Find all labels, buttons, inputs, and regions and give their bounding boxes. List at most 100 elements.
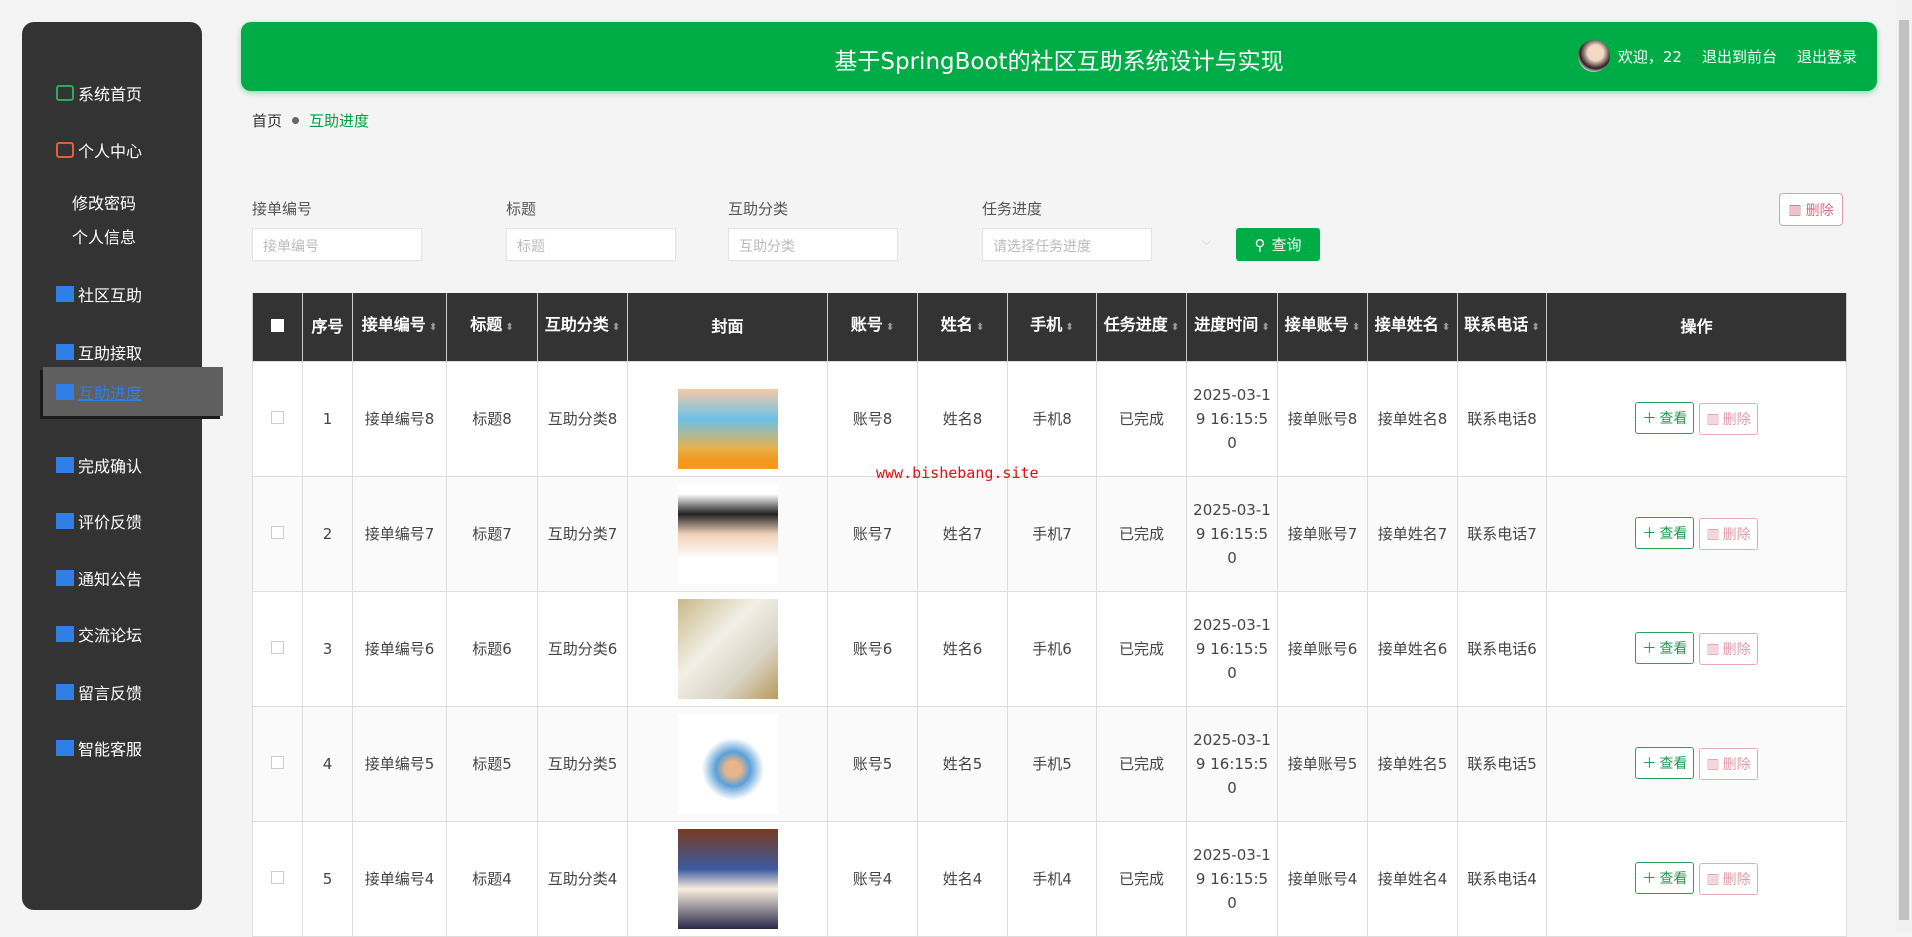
delete-button[interactable]: ▥ 删除 — [1699, 633, 1758, 665]
cell-status: 已完成 — [1096, 590, 1187, 707]
view-button[interactable]: ＋查看 — [1635, 517, 1695, 549]
delete-button[interactable]: ▥ 删除 — [1699, 518, 1758, 550]
column-header[interactable]: 互助分类 ⬍ — [537, 293, 628, 361]
column-header[interactable]: 姓名 ⬍ — [917, 293, 1008, 361]
sidebar-item-4[interactable]: 社区互助 — [56, 279, 142, 309]
sidebar-item-2[interactable]: 修改密码 — [72, 187, 136, 217]
sidebar-item-10[interactable]: 交流论坛 — [56, 619, 142, 649]
wallet-icon — [56, 142, 74, 158]
sort-icon[interactable]: ⬍ — [1351, 322, 1361, 334]
plus-icon: ＋ — [1642, 411, 1657, 427]
sort-icon[interactable]: ⬍ — [505, 322, 514, 334]
logout-link[interactable]: 退出登录 — [1796, 47, 1857, 66]
delete-button[interactable]: ▥ 删除 — [1699, 403, 1758, 435]
select-all-checkbox[interactable] — [252, 293, 303, 361]
progress-select[interactable]: 请选择任务进度 — [982, 228, 1152, 261]
column-header[interactable]: 手机 ⬍ — [1007, 293, 1097, 361]
cell-status: 已完成 — [1096, 475, 1187, 592]
sidebar-item-label: 社区互助 — [78, 286, 143, 305]
grid-icon — [56, 684, 74, 700]
cell-phone: 手机6 — [1007, 590, 1097, 707]
cell-rname: 接单姓名7 — [1367, 475, 1458, 592]
batch-delete-button[interactable]: ▥ 删除 — [1779, 193, 1843, 226]
sort-icon[interactable]: ⬍ — [1170, 322, 1180, 334]
cell-name: 姓名7 — [917, 475, 1008, 592]
cell-tel: 联系电话4 — [1457, 820, 1547, 937]
scrollbar-thumb[interactable] — [1899, 20, 1909, 920]
avatar[interactable] — [1577, 40, 1610, 72]
sidebar-item-11[interactable]: 留言反馈 — [56, 677, 142, 707]
cell-title: 标题7 — [446, 475, 538, 592]
category-input[interactable]: 互助分类 — [728, 228, 898, 261]
sort-icon[interactable]: ⬍ — [1065, 322, 1074, 334]
view-button[interactable]: ＋查看 — [1635, 402, 1695, 434]
cell-time: 2025-03-19 16:15:50 — [1186, 820, 1278, 937]
delete-label: 删除 — [1805, 202, 1834, 219]
row-checkbox[interactable] — [252, 705, 303, 822]
sidebar-item-6[interactable]: 互助进度 — [43, 367, 223, 416]
row-checkbox[interactable] — [252, 820, 303, 937]
column-header[interactable]: 接单账号 ⬍ — [1277, 293, 1368, 361]
progress-label: 任务进度 — [982, 200, 1043, 218]
query-button[interactable]: ⚲ 查询 — [1236, 228, 1320, 261]
sort-icon[interactable]: ⬍ — [1441, 322, 1451, 334]
sidebar-item-5[interactable]: 互助接取 — [56, 337, 142, 367]
column-header[interactable]: 接单编号 ⬍ — [352, 293, 447, 361]
cell-racc: 接单账号7 — [1277, 475, 1368, 592]
cover-image — [677, 483, 778, 584]
view-button[interactable]: ＋查看 — [1635, 747, 1695, 779]
cell-acc: 账号8 — [827, 360, 918, 477]
cover-image — [677, 828, 778, 929]
cell-cat: 互助分类4 — [537, 820, 628, 937]
chevron-down-icon[interactable]: ⌵ — [1202, 234, 1212, 248]
cell-code: 接单编号8 — [352, 360, 447, 477]
row-checkbox[interactable] — [252, 590, 303, 707]
sidebar-item-1[interactable]: 个人中心 — [56, 135, 142, 165]
column-header[interactable]: 任务进度 ⬍ — [1096, 293, 1187, 361]
code-input[interactable]: 接单编号 — [252, 228, 422, 261]
sidebar-item-7[interactable]: 完成确认 — [56, 450, 142, 480]
cell-title: 标题8 — [446, 360, 538, 477]
sidebar-item-12[interactable]: 智能客服 — [56, 733, 142, 763]
trash-icon: ▥ — [1706, 756, 1720, 772]
sidebar-item-8[interactable]: 评价反馈 — [56, 506, 142, 536]
view-button[interactable]: ＋查看 — [1635, 862, 1695, 894]
sort-icon[interactable]: ⬍ — [1261, 322, 1270, 334]
plus-icon: ＋ — [1642, 756, 1657, 772]
title-input[interactable]: 标题 — [506, 228, 676, 261]
delete-button[interactable]: ▥ 删除 — [1699, 863, 1758, 895]
column-header[interactable]: 联系电话 ⬍ — [1457, 293, 1547, 361]
breadcrumb-home[interactable]: 首页 — [252, 112, 283, 130]
sidebar-item-label: 系统首页 — [78, 85, 143, 104]
cell-tel: 联系电话8 — [1457, 360, 1547, 477]
column-header[interactable]: 接单姓名 ⬍ — [1367, 293, 1458, 361]
sidebar-item-3[interactable]: 个人信息 — [72, 221, 136, 251]
sort-icon[interactable]: ⬍ — [975, 322, 985, 334]
delete-button[interactable]: ▥ 删除 — [1699, 748, 1758, 780]
column-header[interactable]: 账号 ⬍ — [827, 293, 918, 361]
sort-icon[interactable]: ⬍ — [428, 322, 438, 334]
actions-cell: ＋查看 ▥ 删除 — [1546, 475, 1847, 592]
cell-cat: 互助分类8 — [537, 360, 628, 477]
sidebar-item-9[interactable]: 通知公告 — [56, 563, 142, 593]
plus-icon: ＋ — [1642, 641, 1657, 657]
cover-image — [677, 598, 778, 699]
row-checkbox[interactable] — [252, 360, 303, 477]
title-label: 标题 — [506, 200, 537, 218]
column-header: 序号 — [302, 293, 353, 361]
breadcrumb-separator — [292, 117, 300, 124]
table-row: 2 接单编号7 标题7 互助分类7 账号7 姓名7 手机7 已完成 2025-03-19 16:… — [252, 475, 1847, 592]
column-header[interactable]: 标题 ⬍ — [446, 293, 538, 361]
row-checkbox[interactable] — [252, 475, 303, 592]
cell-tel: 联系电话6 — [1457, 590, 1547, 707]
sort-icon[interactable]: ⬍ — [611, 322, 621, 334]
sort-icon[interactable]: ⬍ — [885, 322, 895, 334]
view-button[interactable]: ＋查看 — [1635, 632, 1695, 664]
sidebar-item-0[interactable]: 系统首页 — [56, 78, 142, 108]
sort-icon[interactable]: ⬍ — [1531, 322, 1540, 334]
sidebar-item-label: 互助进度 — [78, 383, 143, 403]
front-link[interactable]: 退出到前台 — [1701, 47, 1777, 66]
scrollbar[interactable] — [1896, 0, 1912, 932]
column-header[interactable]: 进度时间 ⬍ — [1186, 293, 1278, 361]
app-title: 基于SpringBoot的社区互助系统设计与实现 — [834, 49, 1284, 75]
